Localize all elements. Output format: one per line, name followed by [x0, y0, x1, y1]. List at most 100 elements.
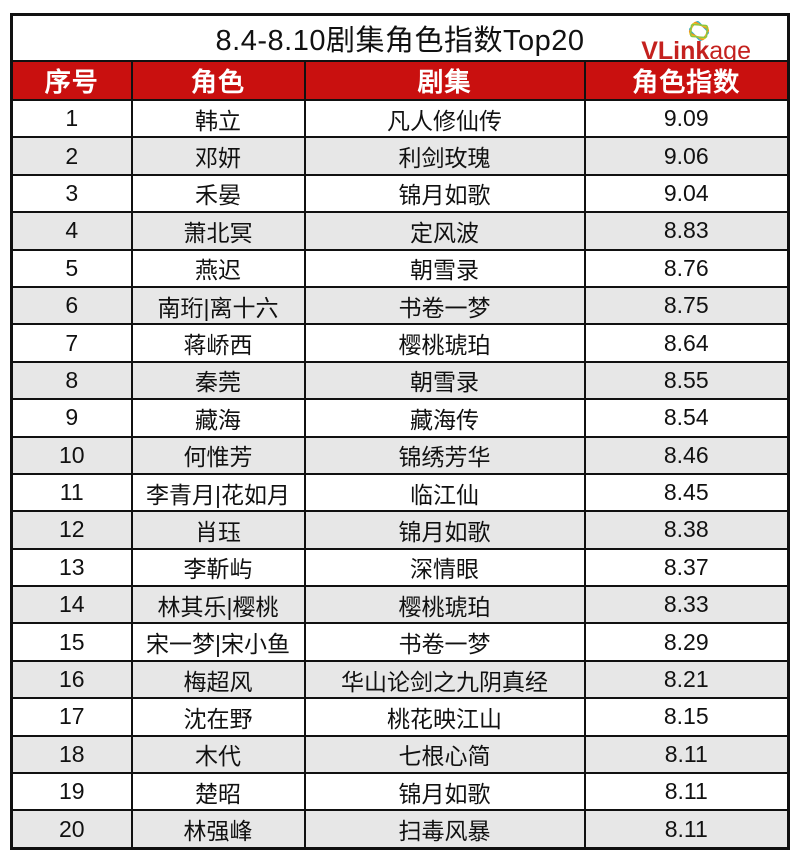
col-header-rank: 序号 — [10, 60, 133, 101]
table-row: 6 南珩|离十六 书卷一梦 8.75 — [10, 285, 790, 326]
drama-cell: 定风波 — [303, 211, 586, 251]
rank-cell: 10 — [10, 435, 133, 475]
index-cell: 8.45 — [583, 472, 790, 513]
table-row: 3 禾晏 锦月如歌 9.04 — [10, 173, 790, 214]
index-cell: 8.33 — [583, 585, 790, 625]
character-cell: 宋一梦|宋小鱼 — [130, 622, 306, 662]
character-cell: 李青月|花如月 — [130, 472, 306, 513]
character-cell: 楚昭 — [130, 772, 306, 812]
rank-cell: 19 — [10, 772, 133, 812]
table-row: 13 李靳屿 深情眼 8.37 — [10, 547, 790, 588]
page-title: 8.4-8.10剧集角色指数Top20 — [215, 25, 585, 57]
rank-cell: 18 — [10, 734, 133, 775]
index-cell: 8.37 — [583, 547, 790, 588]
logo-text: VLinkage — [641, 37, 751, 61]
drama-cell: 朝雪录 — [303, 360, 586, 401]
ranking-table: 8.4-8.10剧集角色指数Top20 VLinkage 序号 角色 — [10, 13, 790, 850]
table-row: 10 何惟芳 锦绣芳华 8.46 — [10, 435, 790, 475]
rank-cell: 17 — [10, 697, 133, 737]
drama-cell: 樱桃琥珀 — [303, 323, 586, 363]
drama-cell: 书卷一梦 — [303, 622, 586, 662]
drama-cell: 七根心简 — [303, 734, 586, 775]
drama-cell: 扫毒风暴 — [303, 809, 586, 850]
table-row: 11 李青月|花如月 临江仙 8.45 — [10, 472, 790, 513]
drama-cell: 锦月如歌 — [303, 173, 586, 214]
col-header-character: 角色 — [130, 60, 306, 101]
table-row: 16 梅超风 华山论剑之九阴真经 8.21 — [10, 659, 790, 700]
index-cell: 8.11 — [583, 809, 790, 850]
drama-cell: 锦月如歌 — [303, 510, 586, 550]
rank-cell: 2 — [10, 136, 133, 176]
table-row: 9 藏海 藏海传 8.54 — [10, 398, 790, 438]
drama-cell: 锦绣芳华 — [303, 435, 586, 475]
rank-cell: 8 — [10, 360, 133, 401]
logo-text-light: age — [709, 37, 751, 61]
index-cell: 9.04 — [583, 173, 790, 214]
character-cell: 林其乐|樱桃 — [130, 585, 306, 625]
rank-cell: 11 — [10, 472, 133, 513]
vlinkage-logo: VLinkage — [641, 19, 751, 61]
table-body: 1 韩立 凡人修仙传 9.09 2 邓妍 利剑玫瑰 9.06 3 禾晏 锦月如歌… — [10, 98, 790, 850]
table-row: 17 沈在野 桃花映江山 8.15 — [10, 697, 790, 737]
title-cell: 8.4-8.10剧集角色指数Top20 VLinkage — [10, 13, 790, 62]
title-row: 8.4-8.10剧集角色指数Top20 VLinkage — [10, 13, 790, 62]
rank-cell: 16 — [10, 659, 133, 700]
character-cell: 韩立 — [130, 98, 306, 139]
drama-cell: 深情眼 — [303, 547, 586, 588]
index-cell: 8.21 — [583, 659, 790, 700]
table-row: 19 楚昭 锦月如歌 8.11 — [10, 772, 790, 812]
index-cell: 8.38 — [583, 510, 790, 550]
character-cell: 沈在野 — [130, 697, 306, 737]
rank-cell: 3 — [10, 173, 133, 214]
rank-cell: 20 — [10, 809, 133, 850]
character-cell: 藏海 — [130, 398, 306, 438]
table-row: 1 韩立 凡人修仙传 9.09 — [10, 98, 790, 139]
table-row: 4 萧北冥 定风波 8.83 — [10, 211, 790, 251]
table-row: 20 林强峰 扫毒风暴 8.11 — [10, 809, 790, 850]
drama-cell: 樱桃琥珀 — [303, 585, 586, 625]
drama-cell: 书卷一梦 — [303, 285, 586, 326]
index-cell: 8.46 — [583, 435, 790, 475]
stacked-photos-icon — [689, 21, 710, 41]
table-row: 8 秦莞 朝雪录 8.55 — [10, 360, 790, 401]
drama-cell: 桃花映江山 — [303, 697, 586, 737]
drama-cell: 锦月如歌 — [303, 772, 586, 812]
table-row: 14 林其乐|樱桃 樱桃琥珀 8.33 — [10, 585, 790, 625]
character-cell: 蒋峤西 — [130, 323, 306, 363]
col-header-drama: 剧集 — [303, 60, 586, 101]
table-row: 18 木代 七根心简 8.11 — [10, 734, 790, 775]
character-cell: 肖珏 — [130, 510, 306, 550]
rank-cell: 7 — [10, 323, 133, 363]
rank-cell: 9 — [10, 398, 133, 438]
rank-cell: 12 — [10, 510, 133, 550]
table-row: 7 蒋峤西 樱桃琥珀 8.64 — [10, 323, 790, 363]
index-cell: 8.76 — [583, 248, 790, 288]
drama-cell: 朝雪录 — [303, 248, 586, 288]
character-cell: 何惟芳 — [130, 435, 306, 475]
table-row: 12 肖珏 锦月如歌 8.38 — [10, 510, 790, 550]
character-cell: 李靳屿 — [130, 547, 306, 588]
index-cell: 8.15 — [583, 697, 790, 737]
index-cell: 9.09 — [583, 98, 790, 139]
table-row: 15 宋一梦|宋小鱼 书卷一梦 8.29 — [10, 622, 790, 662]
character-cell: 南珩|离十六 — [130, 285, 306, 326]
rank-cell: 13 — [10, 547, 133, 588]
index-cell: 8.75 — [583, 285, 790, 326]
character-cell: 秦莞 — [130, 360, 306, 401]
index-cell: 8.83 — [583, 211, 790, 251]
rank-cell: 1 — [10, 98, 133, 139]
rank-cell: 5 — [10, 248, 133, 288]
logo-text-bold: VLink — [641, 37, 710, 61]
character-cell: 林强峰 — [130, 809, 306, 850]
character-cell: 萧北冥 — [130, 211, 306, 251]
col-header-index: 角色指数 — [583, 60, 790, 101]
character-cell: 禾晏 — [130, 173, 306, 214]
rank-cell: 6 — [10, 285, 133, 326]
rank-cell: 4 — [10, 211, 133, 251]
index-cell: 8.29 — [583, 622, 790, 662]
index-cell: 8.55 — [583, 360, 790, 401]
drama-cell: 华山论剑之九阴真经 — [303, 659, 586, 700]
index-cell: 8.11 — [583, 734, 790, 775]
index-cell: 9.06 — [583, 136, 790, 176]
